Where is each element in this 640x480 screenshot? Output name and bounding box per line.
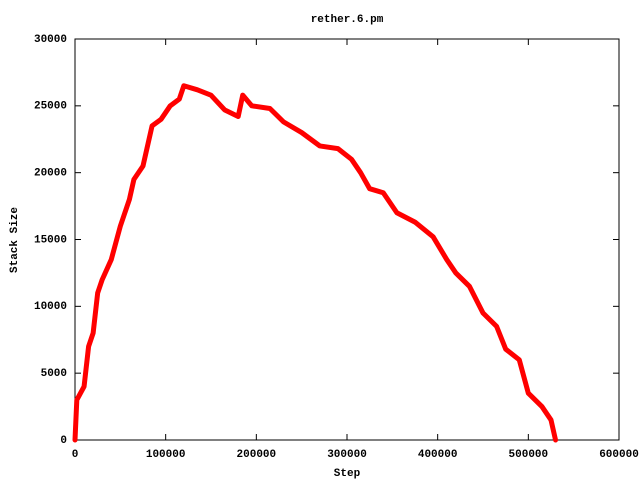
x-tick-label: 400000 — [418, 449, 458, 461]
y-tick-label: 5000 — [41, 368, 67, 380]
x-tick-label: 100000 — [146, 449, 186, 461]
plot-border — [74, 38, 620, 441]
y-axis-label: Stack Size — [9, 207, 21, 273]
x-tick-label: 600000 — [599, 449, 639, 461]
x-tick-label: 0 — [72, 449, 79, 461]
x-axis-label: Step — [334, 468, 361, 480]
y-tick-label: 25000 — [34, 101, 67, 113]
y-tick-label: 10000 — [34, 301, 67, 313]
y-tick-label: 20000 — [34, 168, 67, 180]
x-tick-label: 200000 — [237, 449, 277, 461]
y-tick-label: 30000 — [34, 34, 67, 46]
data-line — [72, 83, 559, 443]
y-tick-label: 15000 — [34, 234, 67, 246]
chart-title: rether.6.pm — [311, 14, 384, 26]
y-tick-label: 0 — [60, 435, 67, 447]
x-tick-label: 300000 — [327, 449, 367, 461]
x-tick-label: 500000 — [509, 449, 549, 461]
